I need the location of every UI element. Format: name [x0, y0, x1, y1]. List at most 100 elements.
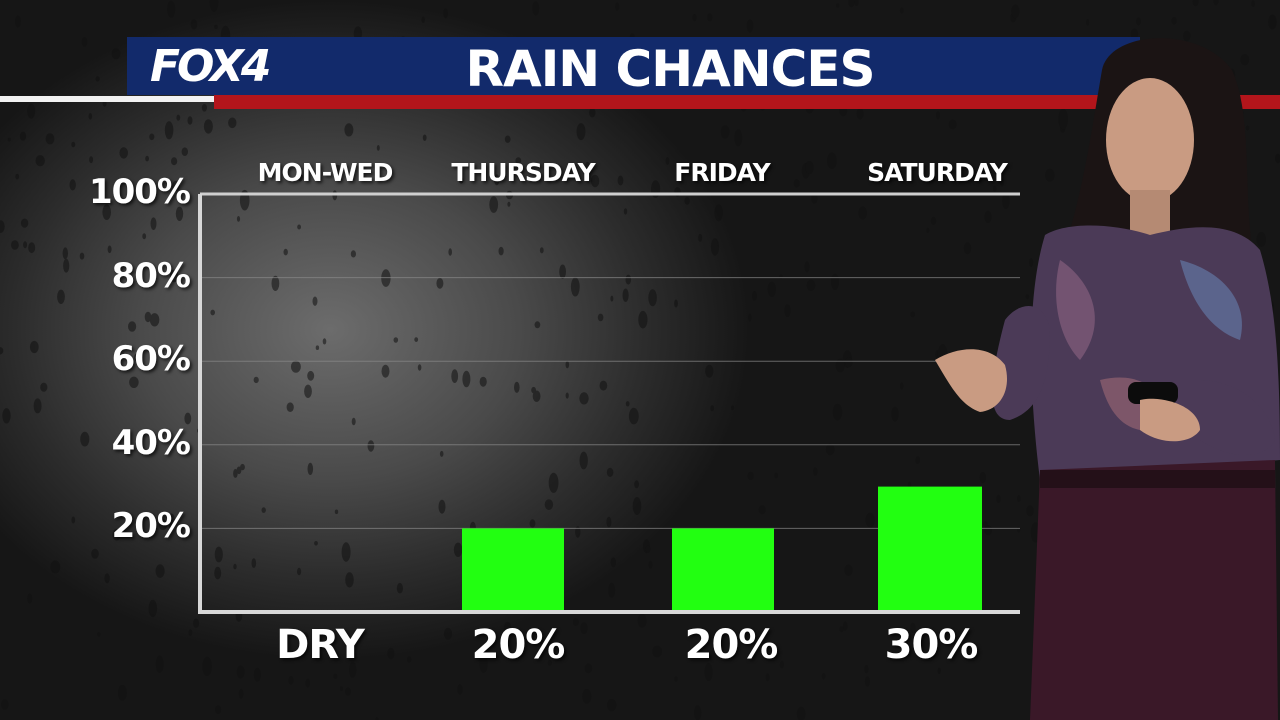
y-tick-label: 100%	[88, 172, 191, 212]
raindrop	[1017, 495, 1021, 503]
raindrop	[710, 238, 720, 256]
value-label-mon-wed: DRY	[276, 622, 365, 668]
raindrop	[572, 618, 579, 626]
y-tick-label: 60%	[111, 339, 191, 380]
raindrop	[228, 117, 237, 129]
raindrop	[503, 621, 512, 638]
raindrop	[155, 564, 165, 578]
raindrop	[238, 688, 244, 699]
raindrop	[149, 313, 160, 327]
raindrop	[458, 177, 464, 184]
raindrop	[0, 220, 5, 233]
raindrop	[910, 311, 916, 318]
category-label-mon-wed: MON-WED	[257, 158, 394, 187]
raindrop	[674, 299, 678, 308]
raindrop	[23, 241, 28, 249]
raindrop	[253, 667, 261, 682]
raindrop	[2, 408, 11, 424]
raindrop	[489, 196, 499, 213]
raindrop	[610, 295, 614, 302]
raindrop	[532, 390, 541, 402]
raindrop	[181, 147, 188, 156]
title-banner	[127, 37, 1140, 95]
raindrop	[29, 340, 39, 354]
raindrop	[548, 472, 559, 493]
raindrop	[1029, 258, 1034, 267]
raindrop	[214, 24, 218, 30]
raindrop	[532, 1, 540, 16]
raindrop	[746, 19, 754, 33]
raindrop	[1011, 4, 1020, 19]
y-tick-label: 80%	[111, 255, 191, 296]
raindrop	[188, 629, 193, 636]
raindrop	[992, 185, 997, 192]
raindrop	[45, 133, 55, 145]
raindrop	[1025, 294, 1030, 300]
raindrop	[821, 672, 826, 680]
raindrop	[119, 147, 128, 159]
raindrop	[438, 499, 446, 514]
raindrop	[164, 121, 174, 140]
raindrop	[1245, 125, 1250, 131]
raindrop	[71, 516, 76, 524]
raindrop	[14, 15, 21, 28]
raindrop	[610, 557, 616, 568]
raindrop	[747, 471, 754, 481]
raindrop	[1275, 153, 1280, 164]
raindrop	[187, 116, 193, 125]
raindrop	[40, 382, 48, 392]
raindrop	[529, 519, 536, 528]
raindrop	[176, 114, 181, 121]
raindrop	[167, 0, 176, 18]
raindrop	[805, 160, 814, 175]
raindrop	[590, 174, 600, 188]
raindrop	[836, 3, 840, 8]
raindrop	[345, 687, 351, 696]
raindrop	[171, 157, 178, 166]
value-label-friday: 20%	[684, 622, 779, 668]
raindrop	[638, 310, 648, 329]
raindrop	[350, 250, 356, 258]
raindrop	[155, 655, 164, 673]
raindrop	[150, 217, 157, 230]
raindrop	[891, 406, 899, 422]
raindrop	[1136, 17, 1141, 26]
raindrop	[305, 678, 311, 688]
raindrop	[414, 337, 419, 342]
raindrop	[731, 405, 735, 411]
y-tick-label: 20%	[111, 506, 191, 547]
raindrop	[544, 499, 554, 510]
raindrop	[169, 269, 179, 283]
raindrop	[796, 706, 806, 720]
raindrop	[283, 248, 288, 256]
raindrop	[1268, 14, 1277, 30]
raindrop	[236, 216, 241, 222]
raindrop	[559, 264, 566, 279]
raindrop	[842, 621, 848, 631]
raindrop	[341, 542, 351, 562]
raindrop	[201, 104, 207, 112]
raindrop	[88, 113, 93, 120]
raindrop	[622, 288, 629, 302]
raindrop	[779, 660, 785, 669]
raindrop	[111, 48, 121, 60]
raindrop	[184, 412, 192, 425]
raindrop	[451, 369, 459, 383]
raindrop	[811, 193, 818, 204]
raindrop	[11, 240, 19, 250]
raindrop	[439, 450, 444, 457]
raindrop	[504, 135, 511, 143]
raindrop	[448, 248, 453, 256]
raindrop	[33, 398, 42, 414]
raindrop	[979, 472, 986, 484]
raindrop	[102, 204, 111, 220]
raindrop	[531, 386, 536, 394]
raindrop	[50, 560, 61, 574]
raindrop	[1086, 19, 1090, 26]
raindrop	[515, 157, 522, 165]
raindrop	[145, 155, 150, 162]
raindrop	[27, 593, 33, 604]
raindrop	[694, 705, 702, 720]
